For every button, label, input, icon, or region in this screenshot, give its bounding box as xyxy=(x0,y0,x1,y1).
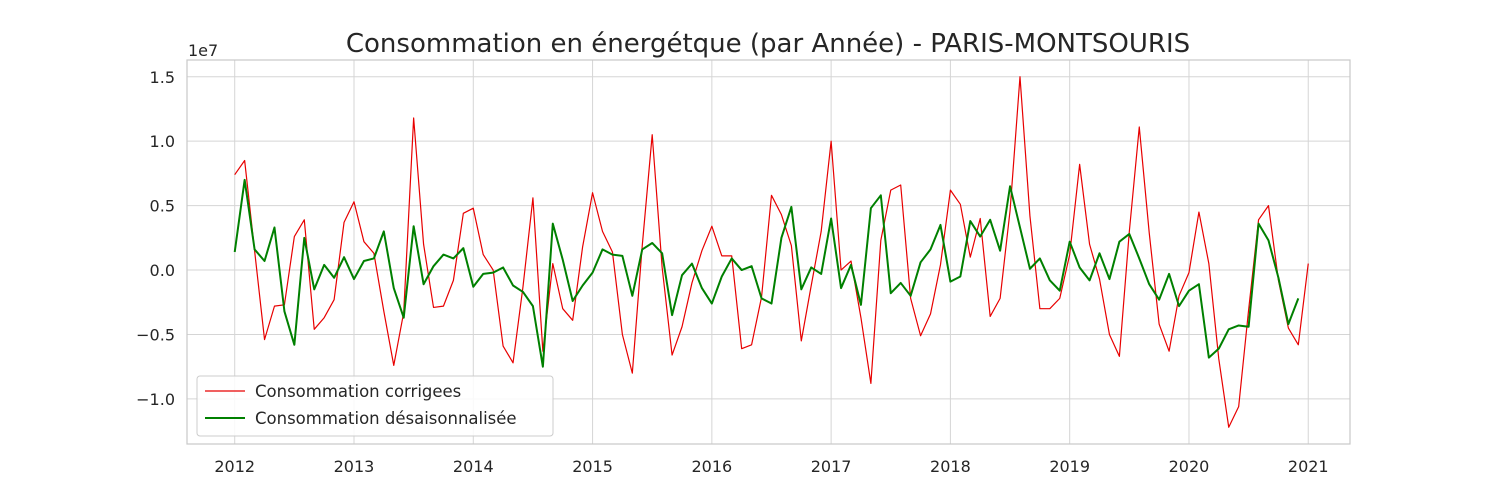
chart-title: Consommation en énergétque (par Année) -… xyxy=(346,29,1190,59)
x-tick-label: 2013 xyxy=(334,457,375,476)
y-tick-label: 0.0 xyxy=(150,261,175,280)
y-tick-label: −1.0 xyxy=(136,390,175,409)
x-tick-label: 2020 xyxy=(1169,457,1210,476)
y-axis: −1.0 −0.5 0.0 0.5 1.0 1.5 xyxy=(136,68,175,409)
legend-label-desaisonnalisee: Consommation désaisonnalisée xyxy=(255,409,517,428)
y-tick-label: 0.5 xyxy=(150,197,175,216)
x-axis: 2012 2013 2014 2015 2016 2017 2018 2019 2020 2021 xyxy=(214,457,1328,476)
plot-area xyxy=(233,76,1309,428)
y-tick-label: 1.5 xyxy=(150,68,175,87)
x-tick-label: 2018 xyxy=(930,457,971,476)
y-offset-label: 1e7 xyxy=(188,41,218,60)
legend-label-corrigees: Consommation corrigees xyxy=(255,382,461,401)
legend-box xyxy=(196,375,554,437)
axes-frame xyxy=(186,59,1351,445)
x-tick-label: 2015 xyxy=(572,457,613,476)
x-tick-label: 2012 xyxy=(214,457,255,476)
x-tick-label: 2019 xyxy=(1049,457,1090,476)
x-tick-label: 2014 xyxy=(453,457,494,476)
y-tick-label: −0.5 xyxy=(136,325,175,344)
y-tick-label: 1.0 xyxy=(150,132,175,151)
series-line-desaisonnalisee xyxy=(233,178,1300,368)
legend: Consommation corrigees Consommation désa… xyxy=(196,375,554,437)
x-tick-label: 2016 xyxy=(691,457,732,476)
series-line-corrigees xyxy=(234,76,1309,428)
x-tick-label: 2021 xyxy=(1288,457,1329,476)
x-tick-label: 2017 xyxy=(811,457,852,476)
